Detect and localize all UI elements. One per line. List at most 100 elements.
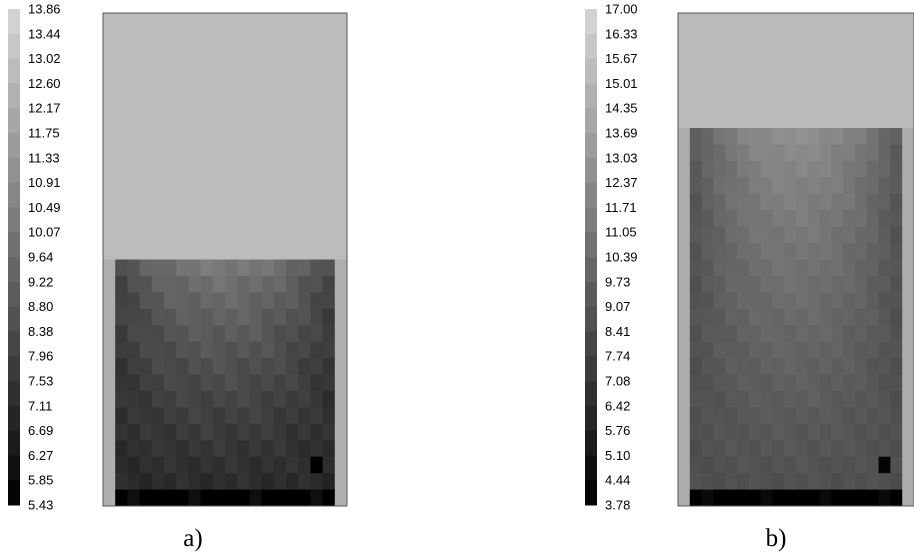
heatmap-cell bbox=[737, 374, 750, 392]
heatmap-cell bbox=[737, 440, 750, 458]
heatmap-cell bbox=[866, 341, 879, 359]
heatmap-cell bbox=[237, 325, 250, 343]
heatmap-cell bbox=[748, 489, 761, 507]
heatmap-cell bbox=[737, 128, 750, 145]
heatmap-cell bbox=[843, 160, 856, 178]
heatmap-cell bbox=[831, 407, 844, 425]
heatmap-cell bbox=[200, 275, 214, 293]
heatmap-cell bbox=[855, 128, 868, 145]
heatmap-cell bbox=[760, 160, 773, 178]
heatmap-cell bbox=[689, 489, 702, 507]
heatmap-cell bbox=[855, 407, 868, 425]
heatmap-cell bbox=[725, 456, 738, 474]
heatmap-cell bbox=[737, 456, 750, 474]
heatmap-cell bbox=[855, 489, 868, 507]
heatmap-cell bbox=[902, 160, 914, 178]
heatmap-cell bbox=[127, 325, 140, 343]
heatmap-cell bbox=[725, 226, 738, 244]
heatmap-cell bbox=[188, 325, 201, 343]
heatmap-cell bbox=[748, 144, 761, 162]
heatmap-cell bbox=[689, 259, 702, 277]
heatmap-cell bbox=[902, 456, 914, 474]
heatmap-cell bbox=[890, 259, 903, 277]
heatmap-cell bbox=[176, 390, 189, 408]
heatmap-cell bbox=[689, 456, 702, 474]
heatmap-cell bbox=[237, 423, 250, 441]
heatmap-cell bbox=[176, 308, 189, 326]
heatmap-cell bbox=[139, 259, 153, 277]
heatmap-cell bbox=[713, 128, 726, 145]
heatmap-cell bbox=[701, 390, 714, 408]
heatmap-cell bbox=[831, 275, 844, 293]
heatmap-cell bbox=[261, 308, 275, 326]
heatmap-cell bbox=[831, 226, 844, 244]
heatmap-cell bbox=[286, 440, 299, 458]
heatmap-cell bbox=[796, 193, 809, 211]
heatmap-cell bbox=[843, 473, 856, 490]
heatmap-cell bbox=[139, 407, 153, 425]
heatmap-cell bbox=[784, 259, 797, 277]
heatmap-cell bbox=[310, 259, 323, 277]
heatmap-cell bbox=[200, 440, 214, 458]
heatmap-cell bbox=[784, 440, 797, 458]
heatmap-cell bbox=[819, 144, 832, 162]
heatmap-cell bbox=[701, 440, 714, 458]
colorbar-block bbox=[585, 455, 597, 481]
panel-a: 13.86 13.44 13.02 12.60 12.17 11.75 11.33 10.91… bbox=[8, 2, 348, 552]
heatmap-cell bbox=[103, 325, 116, 343]
heatmap-cell bbox=[725, 390, 738, 408]
colorbar-block bbox=[585, 182, 597, 208]
heatmap-cell bbox=[713, 456, 726, 474]
heatmap-cell bbox=[689, 440, 702, 458]
heatmap-cell bbox=[725, 325, 738, 343]
heatmap-cell bbox=[225, 440, 238, 458]
heatmap-cell bbox=[298, 275, 311, 293]
heatmap-cell bbox=[831, 325, 844, 343]
heatmap-cell bbox=[286, 407, 299, 425]
heatmap-cell bbox=[807, 144, 820, 162]
heatmap-cell bbox=[713, 407, 726, 425]
heatmap-cell bbox=[819, 226, 832, 244]
heatmap-cell bbox=[103, 358, 116, 375]
heatmap-cell bbox=[819, 456, 832, 474]
heatmap-cell bbox=[725, 177, 738, 195]
heatmap-cell bbox=[737, 292, 750, 310]
heatmap-cell bbox=[334, 259, 348, 277]
heatmap-cell bbox=[784, 341, 797, 359]
heatmap-cell bbox=[878, 210, 891, 228]
heatmap-cell bbox=[784, 275, 797, 293]
heatmap-cell bbox=[831, 456, 844, 474]
heatmap-cell bbox=[678, 456, 691, 474]
heatmap-cell bbox=[678, 308, 691, 326]
heatmap-cell bbox=[866, 177, 879, 195]
colorbar-tick-label: 5.76 bbox=[605, 423, 630, 438]
heatmap-cell bbox=[725, 160, 738, 178]
heatmap-cell bbox=[831, 177, 844, 195]
heatmap-cell bbox=[831, 243, 844, 260]
colorbar-block bbox=[585, 356, 597, 382]
heatmap-cell bbox=[103, 473, 116, 490]
heatmap-cell bbox=[866, 390, 879, 408]
heatmap-cell bbox=[784, 390, 797, 408]
heatmap-cell bbox=[855, 456, 868, 474]
heatmap-cell bbox=[701, 358, 714, 375]
heatmap-cell bbox=[843, 390, 856, 408]
heatmap-cell bbox=[689, 144, 702, 162]
heatmap-cell bbox=[322, 489, 336, 507]
heatmap-cell bbox=[310, 423, 323, 441]
heatmap-cell bbox=[103, 275, 116, 293]
heatmap-cell bbox=[286, 473, 299, 490]
heatmap-cell bbox=[737, 308, 750, 326]
heatmap-cell bbox=[701, 144, 714, 162]
heatmap-cell bbox=[225, 456, 238, 474]
heatmap-cell bbox=[139, 292, 153, 310]
heatmap-cell bbox=[298, 374, 311, 392]
heatmap-cell bbox=[249, 374, 262, 392]
heatmap-cell bbox=[127, 407, 140, 425]
heatmap-cell bbox=[902, 423, 914, 441]
heatmap-cell bbox=[678, 390, 691, 408]
heatmap-cell bbox=[115, 259, 128, 277]
colorbar-tick-label: 14.35 bbox=[605, 101, 638, 116]
heatmap-cell bbox=[139, 325, 153, 343]
